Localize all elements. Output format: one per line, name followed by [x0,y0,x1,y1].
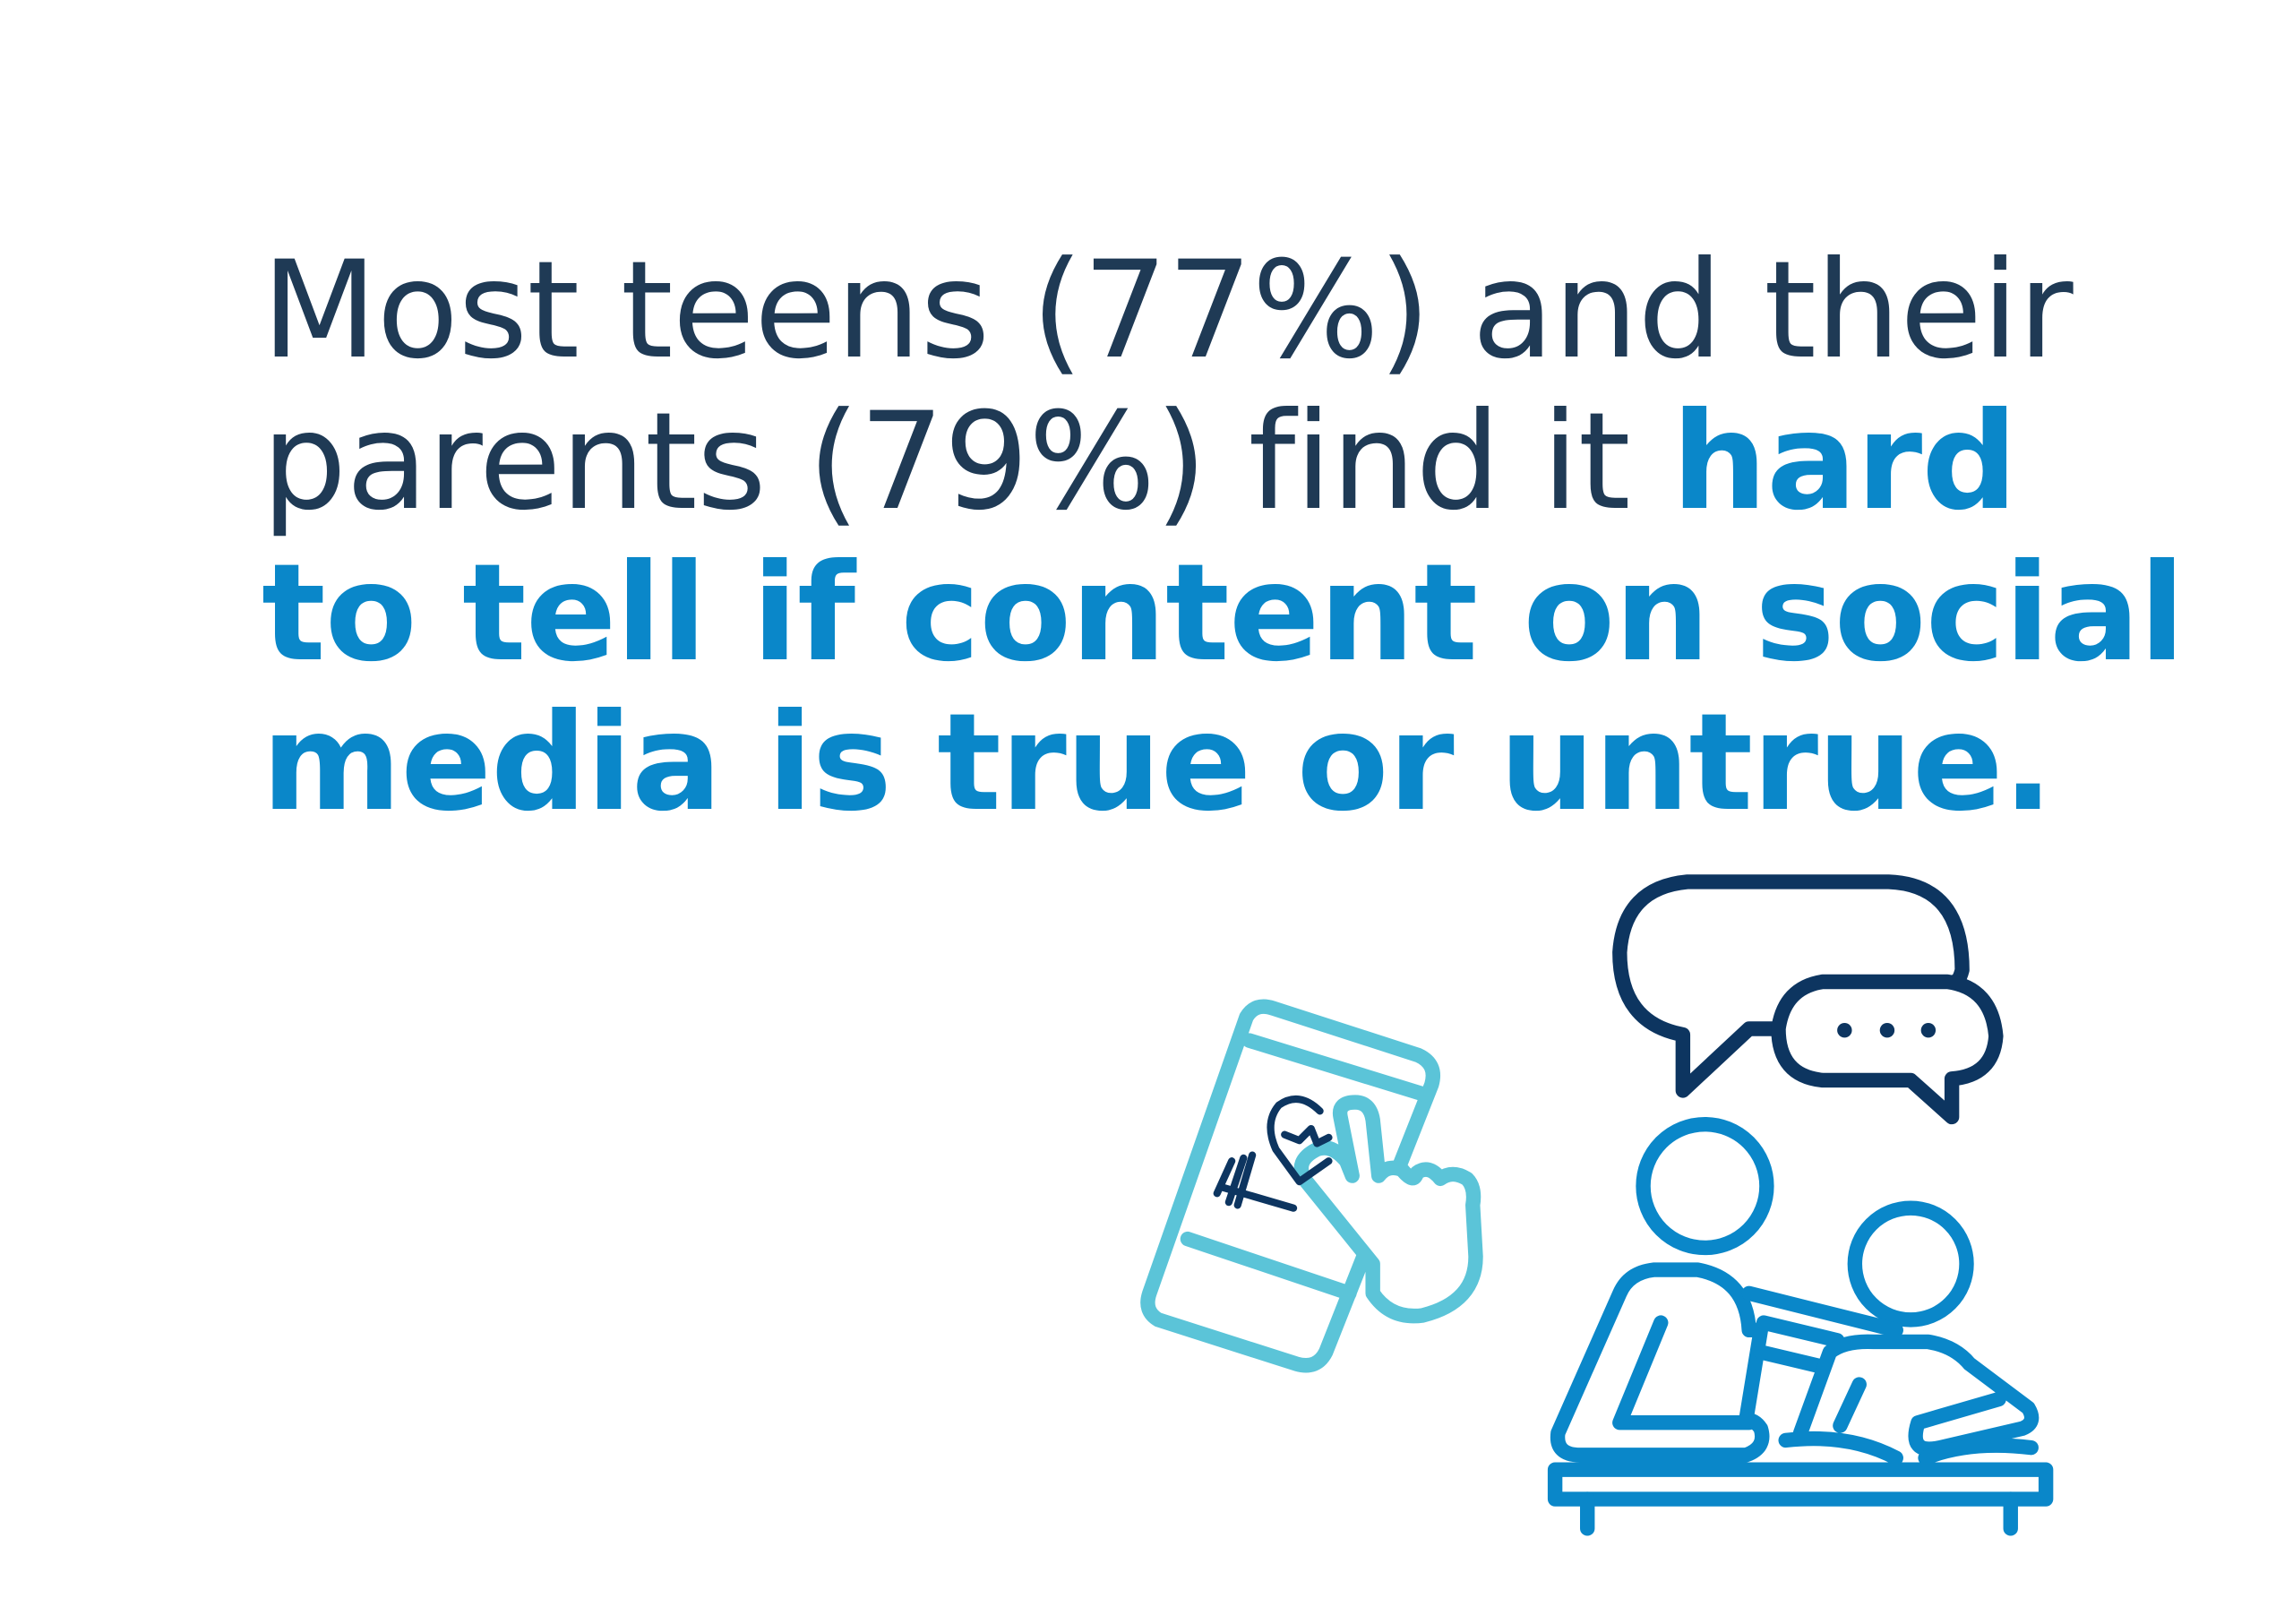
statement-line: media is true or untrue. [262,696,2054,830]
statement-highlight: to tell if content on social [262,536,2186,692]
heart-icon [1213,1095,1333,1212]
speech-bubbles [1612,874,2004,1125]
statement-line: Most teens (77%) and their [262,244,2074,378]
statement-highlight: media is true or untrue. [262,685,2054,841]
statement-line: parents (79%) find it hard [262,395,2018,529]
statement-text: parents (79%) find it [262,384,1631,540]
people-icon [1547,1116,2054,1536]
phone-icon [1140,999,1483,1373]
statement-line: to tell if content on social [262,546,2186,681]
statement-highlight: hard [1671,384,2017,540]
statement-text: Most teens (77%) and their [262,233,2074,389]
